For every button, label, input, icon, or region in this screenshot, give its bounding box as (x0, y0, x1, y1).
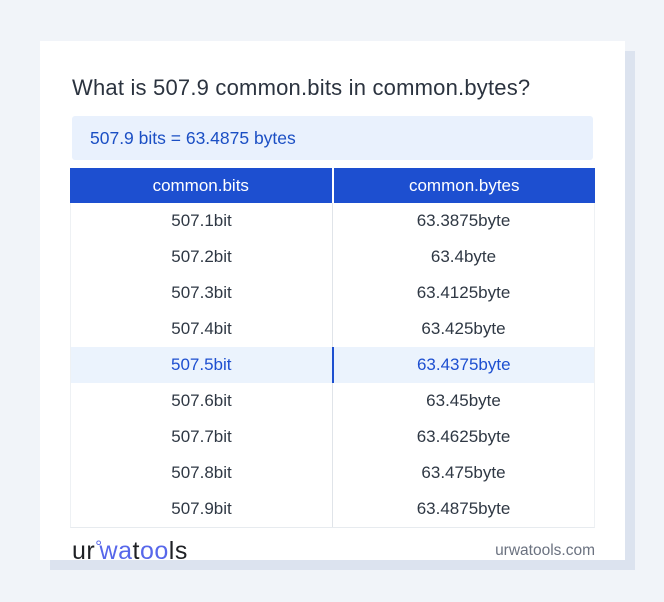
bytes-cell: 63.45byte (426, 391, 501, 410)
table-body: 507.1bit 63.3875byte 507.2bit 63.4byte 5… (70, 203, 595, 528)
bytes-cell: 63.425byte (421, 319, 506, 338)
bits-cell: 507.9bit (71, 491, 333, 527)
card-footer: ur°watools urwatools.com (72, 532, 595, 570)
table-header-row: common.bits common.bytes (70, 168, 595, 203)
conversion-result-text: 507.9 bits = 63.4875 bytes (90, 127, 296, 148)
table-row[interactable]: 507.5bit 63.4375byte (71, 347, 594, 383)
table-row[interactable]: 507.3bit 63.4125byte (71, 275, 594, 311)
bytes-cell: 63.4875byte (416, 499, 511, 518)
bytes-cell: 63.4625byte (416, 427, 511, 446)
conversion-result-box: 507.9 bits = 63.4875 bytes (72, 116, 593, 160)
bits-cell: 507.3bit (71, 275, 333, 311)
bits-cell: 507.7bit (71, 419, 333, 455)
table-row[interactable]: 507.2bit 63.4byte (71, 239, 594, 275)
logo-degree-mark: ° (95, 536, 103, 556)
logo-text-segment: ls (168, 536, 188, 565)
logo-text-segment: ur (72, 536, 96, 565)
bits-cell: 507.6bit (71, 383, 333, 419)
bytes-cell: 63.3875byte (416, 211, 511, 230)
bytes-cell: 63.475byte (421, 463, 506, 482)
logo-text-segment: t (132, 536, 140, 565)
table-row[interactable]: 507.7bit 63.4625byte (71, 419, 594, 455)
bytes-cell: 63.4375byte (416, 355, 511, 374)
bits-cell: 507.1bit (71, 203, 333, 239)
bits-cell: 507.2bit (71, 239, 333, 275)
bits-cell: 507.4bit (71, 311, 333, 347)
website-text: urwatools.com (495, 542, 595, 559)
urwatools-logo[interactable]: ur°watools (72, 536, 188, 565)
conversion-table: common.bits common.bytes 507.1bit 63.387… (70, 168, 595, 528)
table-row[interactable]: 507.8bit 63.475byte (71, 455, 594, 491)
bits-cell: 507.8bit (71, 455, 333, 491)
converter-card: What is 507.9 common.bits in common.byte… (40, 41, 625, 563)
logo-text-segment: wa (99, 536, 133, 565)
table-row[interactable]: 507.9bit 63.4875byte (71, 491, 594, 527)
column-header-bits: common.bits (70, 168, 334, 203)
table-row[interactable]: 507.1bit 63.3875byte (71, 203, 594, 239)
bits-cell: 507.5bit (71, 347, 334, 383)
logo-text-segment: oo (139, 536, 169, 565)
table-row[interactable]: 507.4bit 63.425byte (71, 311, 594, 347)
bytes-cell: 63.4125byte (416, 283, 511, 302)
column-header-bytes: common.bytes (408, 175, 520, 195)
table-row[interactable]: 507.6bit 63.45byte (71, 383, 594, 419)
page-title: What is 507.9 common.bits in common.byte… (72, 75, 531, 100)
bytes-cell: 63.4byte (430, 247, 497, 266)
